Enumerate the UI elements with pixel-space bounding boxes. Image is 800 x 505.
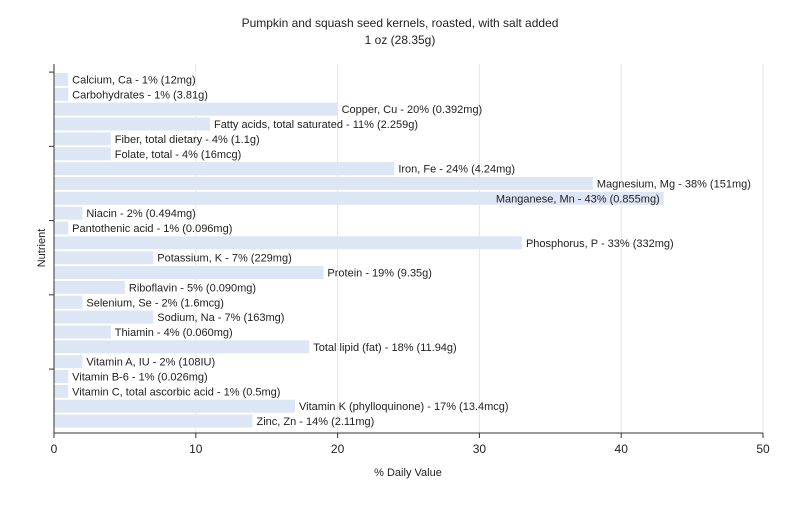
x-tick-label: 0 xyxy=(51,442,58,456)
bar xyxy=(54,87,69,101)
bar xyxy=(54,399,296,413)
bar xyxy=(54,325,111,339)
bar xyxy=(54,191,664,205)
x-tick-label: 20 xyxy=(331,442,345,456)
x-axis-label: % Daily Value xyxy=(374,467,442,479)
bar-label: Magnesium, Mg - 38% (151mg) xyxy=(597,178,751,190)
bar-label: Thiamin - 4% (0.060mg) xyxy=(115,327,233,339)
bar-label: Fiber, total dietary - 4% (1.1g) xyxy=(115,134,260,146)
bar xyxy=(54,132,111,146)
bar-label: Copper, Cu - 20% (0.392mg) xyxy=(342,104,483,116)
bar xyxy=(54,206,83,220)
bar-label: Carbohydrates - 1% (3.81g) xyxy=(72,89,208,101)
bar xyxy=(54,236,522,250)
bar-label: Riboflavin - 5% (0.090mg) xyxy=(129,282,256,294)
bar xyxy=(54,355,83,369)
bar-label: Pantothenic acid - 1% (0.096mg) xyxy=(72,223,232,235)
bar-label: Vitamin A, IU - 2% (108IU) xyxy=(86,357,215,369)
bar-label: Protein - 19% (9.35g) xyxy=(327,268,432,280)
bar-label: Iron, Fe - 24% (4.24mg) xyxy=(398,164,515,176)
x-tick-label: 10 xyxy=(189,442,203,456)
bar-label: Vitamin B-6 - 1% (0.026mg) xyxy=(72,372,208,384)
bar xyxy=(54,310,154,324)
bar xyxy=(54,384,69,398)
bar xyxy=(54,266,324,280)
bar xyxy=(54,280,125,294)
bar xyxy=(54,414,253,428)
bar xyxy=(54,295,83,309)
bar xyxy=(54,340,310,354)
bar-label: Selenium, Se - 2% (1.6mcg) xyxy=(86,297,224,309)
bar-label: Total lipid (fat) - 18% (11.94g) xyxy=(313,342,456,354)
x-tick-label: 30 xyxy=(473,442,487,456)
bar xyxy=(54,251,154,265)
bar xyxy=(54,370,69,383)
x-tick-label: 40 xyxy=(615,442,629,456)
bar xyxy=(54,162,395,176)
bar-label: Niacin - 2% (0.494mg) xyxy=(86,208,195,220)
bar xyxy=(54,73,69,86)
bar-label: Sodium, Na - 7% (163mg) xyxy=(157,312,284,324)
bar-label: Phosphorus, P - 33% (332mg) xyxy=(526,238,674,250)
axes: 0 10 20 30 40 50 xyxy=(49,64,770,456)
bar-label: Zinc, Zn - 14% (2.11mg) xyxy=(257,416,375,428)
x-tick-label: 50 xyxy=(756,442,770,456)
bar xyxy=(54,117,210,131)
bar-label: Manganese, Mn - 43% (0.855mg) xyxy=(496,193,660,205)
y-axis-label: Nutrient xyxy=(36,229,48,268)
chart-subtitle: 1 oz (28.35g) xyxy=(365,33,436,47)
bar-label: Fatty acids, total saturated - 11% (2.25… xyxy=(214,119,418,131)
bar xyxy=(54,221,69,235)
bars: Calcium, Ca - 1% (12mg) Carbohydrates - 1… xyxy=(54,73,751,428)
bar-label: Vitamin K (phylloquinone) - 17% (13.4mcg… xyxy=(299,401,509,413)
bar-label: Calcium, Ca - 1% (12mg) xyxy=(72,75,195,87)
bar xyxy=(54,147,111,161)
chart-title: Pumpkin and squash seed kernels, roasted… xyxy=(242,16,559,30)
bar xyxy=(54,102,338,116)
bar-label: Vitamin C, total ascorbic acid - 1% (0.5… xyxy=(72,386,280,398)
bar-label: Folate, total - 4% (16mcg) xyxy=(115,149,242,161)
bar-label: Potassium, K - 7% (229mg) xyxy=(157,253,292,265)
bar xyxy=(54,176,593,190)
